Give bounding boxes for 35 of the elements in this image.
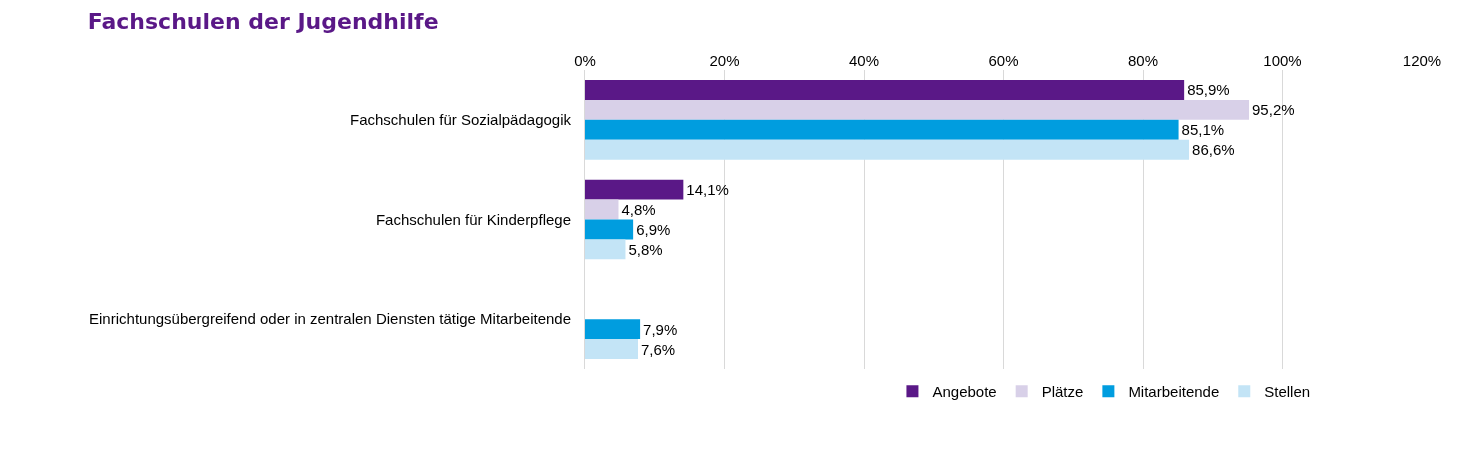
x-tick-label: 120% xyxy=(1402,52,1442,69)
bar xyxy=(585,79,1185,100)
data-label: 5,8% xyxy=(628,240,663,258)
bar xyxy=(585,119,1179,140)
y-tick-label: Fachschulen für Kinderpflege xyxy=(375,210,571,228)
data-label: 86,6% xyxy=(1192,141,1235,159)
x-tick-label: 100% xyxy=(1263,52,1302,69)
x-tick-label: 0% xyxy=(574,52,596,69)
data-label: 14,1% xyxy=(686,181,729,199)
bar xyxy=(585,339,639,360)
bar xyxy=(585,139,1190,160)
data-label: 4,8% xyxy=(621,201,656,219)
data-label: 95,2% xyxy=(1252,101,1295,119)
legend-label: Angebote xyxy=(932,383,997,401)
bar xyxy=(585,239,626,260)
y-tick-label: Einrichtungsübergreifend oder in zentralen Diensten tätige Mitarbeitende xyxy=(89,310,571,328)
bar xyxy=(585,99,1250,120)
x-tick-label: 20% xyxy=(709,52,740,69)
data-label: 7,9% xyxy=(643,320,678,338)
data-label: 6,9% xyxy=(636,220,671,238)
x-tick-label: 80% xyxy=(1127,52,1159,69)
bar xyxy=(585,219,634,240)
data-label: 7,6% xyxy=(641,340,676,358)
x-tick-label: 60% xyxy=(988,52,1019,69)
text: Fachschulen der Jugendhilfe xyxy=(87,9,439,35)
bar xyxy=(585,319,641,340)
legend-label: Plätze xyxy=(1041,383,1084,401)
data-label: 85,1% xyxy=(1181,121,1225,139)
y-tick-label: Fachschulen für Sozialpädagogik xyxy=(350,111,572,129)
x-tick-label: 40% xyxy=(848,52,880,69)
legend-label: Stellen xyxy=(1264,383,1311,401)
bar xyxy=(585,199,619,220)
bar xyxy=(585,179,684,200)
data-label: 85,9% xyxy=(1187,81,1230,99)
legend-label: Mitarbeitende xyxy=(1128,383,1220,401)
